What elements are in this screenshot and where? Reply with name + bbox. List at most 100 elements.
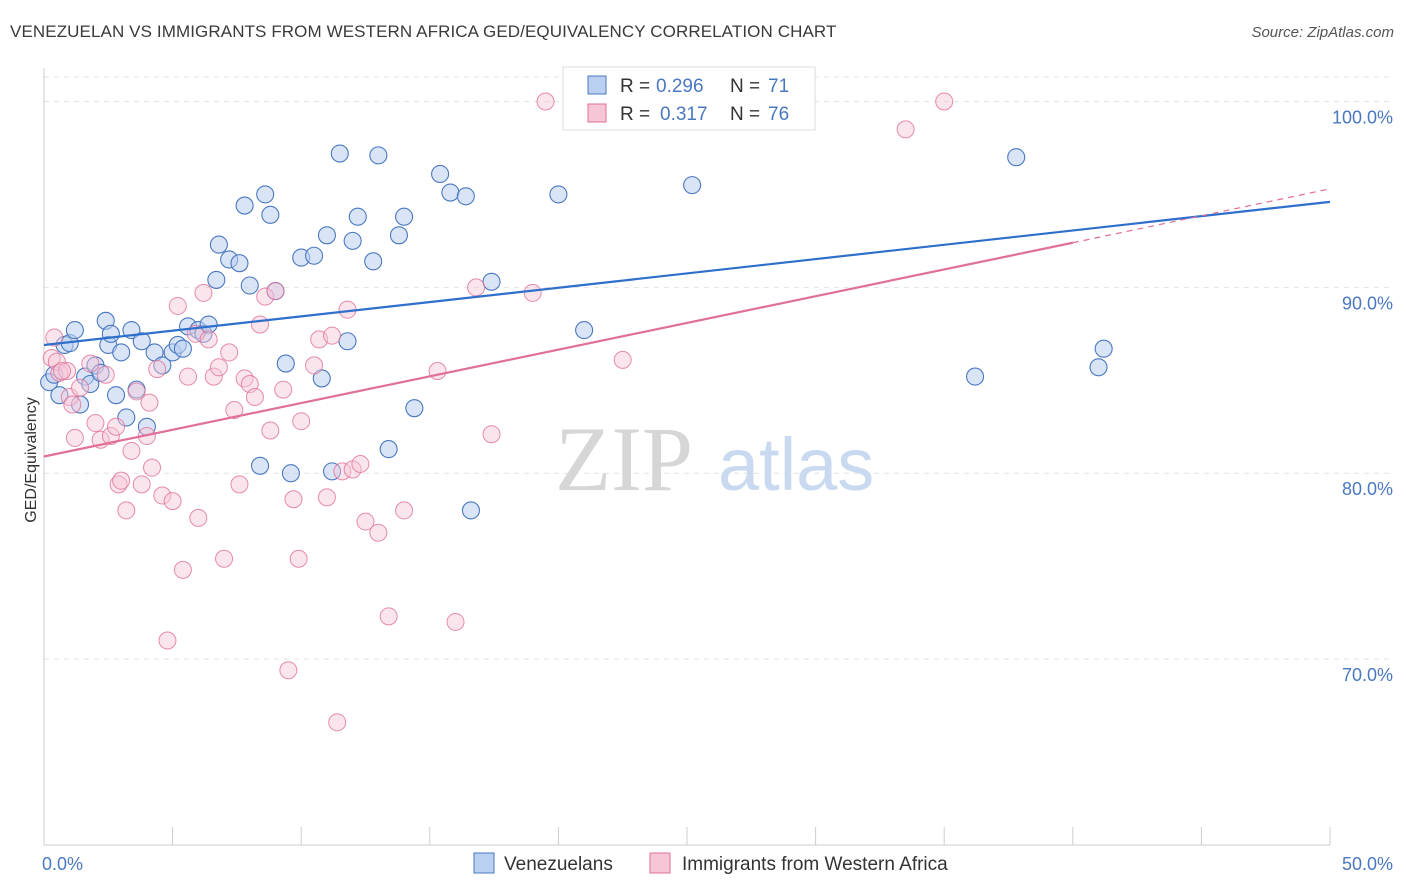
- legend-top-blue-n-label: N =: [730, 76, 760, 97]
- legend-bottom-pink-label: Immigrants from Western Africa: [682, 854, 948, 875]
- point-venezuelans: [405, 399, 424, 418]
- legend-top-pink-swatch: [587, 103, 607, 123]
- point-venezuelans: [395, 207, 414, 226]
- watermark-atlas: atlas: [718, 423, 874, 506]
- point-venezuelans: [81, 374, 100, 394]
- point-western-africa: [292, 412, 311, 431]
- point-western-africa: [158, 631, 177, 650]
- point-western-africa: [86, 414, 105, 433]
- point-western-africa: [122, 441, 141, 460]
- point-venezuelans: [132, 332, 151, 351]
- point-western-africa: [235, 369, 254, 388]
- point-western-africa: [225, 401, 244, 420]
- trend-line-venezuelans: [43, 200, 1331, 347]
- point-western-africa: [199, 330, 218, 349]
- point-western-africa: [45, 328, 64, 347]
- legend-top: R = 0.296 N = 71 R = 0.317 N = 76: [562, 66, 816, 131]
- point-western-africa: [256, 287, 275, 306]
- point-western-africa: [58, 362, 77, 380]
- point-western-africa: [379, 607, 398, 626]
- point-western-africa: [71, 378, 90, 397]
- legend-top-blue-n-value: 71: [768, 76, 789, 97]
- point-western-africa: [266, 282, 285, 301]
- point-western-africa: [53, 362, 72, 380]
- point-venezuelans: [338, 332, 357, 351]
- point-western-africa: [215, 549, 234, 568]
- point-western-africa: [148, 360, 167, 379]
- y-tick-label: 100.0%: [1332, 107, 1393, 127]
- point-venezuelans: [456, 187, 475, 206]
- point-venezuelans: [330, 144, 349, 163]
- point-western-africa: [163, 492, 182, 511]
- legend-top-blue-swatch: [587, 75, 607, 95]
- point-western-africa: [289, 549, 308, 568]
- point-venezuelans: [575, 321, 594, 340]
- y-tick-label: 90.0%: [1342, 293, 1393, 313]
- point-venezuelans: [389, 226, 408, 245]
- point-venezuelans: [65, 321, 84, 340]
- point-western-africa: [467, 278, 486, 297]
- point-western-africa: [194, 283, 213, 302]
- point-venezuelans: [199, 315, 218, 334]
- point-western-africa: [132, 475, 151, 494]
- point-western-africa: [523, 283, 542, 302]
- point-western-africa: [143, 458, 162, 477]
- point-venezuelans: [207, 270, 226, 289]
- point-western-africa: [63, 395, 82, 414]
- point-western-africa: [209, 358, 228, 377]
- point-western-africa: [245, 388, 264, 407]
- point-western-africa: [101, 427, 120, 446]
- trend-line-western-africa: [43, 241, 1074, 458]
- point-western-africa: [446, 612, 465, 631]
- y-tick-label: 80.0%: [1342, 479, 1393, 499]
- point-western-africa: [189, 508, 208, 527]
- point-western-africa: [140, 393, 159, 412]
- legend-top-blue-r-label: R =: [620, 76, 650, 97]
- point-venezuelans: [1094, 339, 1113, 358]
- point-venezuelans: [441, 183, 460, 202]
- point-venezuelans: [281, 464, 300, 483]
- grid-lines: [44, 76, 1390, 660]
- x-tick-labels: 0.0% 50.0%: [42, 854, 1393, 874]
- point-venezuelans: [461, 501, 481, 520]
- point-western-africa: [112, 471, 131, 490]
- point-venezuelans: [1089, 358, 1108, 377]
- point-venezuelans: [348, 207, 367, 226]
- legend-top-pink-r-value: 0.317: [660, 104, 708, 125]
- chart-title: VENEZUELAN VS IMMIGRANTS FROM WESTERN AF…: [10, 22, 837, 41]
- point-venezuelans: [235, 196, 254, 215]
- watermark-zip: ZIP: [555, 408, 693, 510]
- point-venezuelans: [323, 462, 342, 481]
- point-venezuelans: [364, 252, 383, 271]
- point-venezuelans: [261, 205, 280, 224]
- point-venezuelans: [369, 146, 388, 165]
- point-western-africa: [896, 120, 915, 139]
- point-venezuelans: [173, 339, 192, 358]
- y-axis-label: GED/Equivalency: [23, 397, 40, 522]
- watermark: ZIP atlas: [555, 408, 874, 510]
- point-western-africa: [351, 454, 370, 473]
- legend-top-pink-n-value: 76: [768, 104, 789, 125]
- point-western-africa: [305, 356, 324, 375]
- point-venezuelans: [250, 456, 270, 475]
- point-western-africa: [251, 315, 270, 334]
- point-western-africa: [127, 382, 146, 401]
- point-venezuelans: [966, 367, 985, 386]
- point-western-africa: [935, 92, 954, 111]
- point-western-africa: [323, 326, 342, 345]
- point-western-africa: [261, 421, 280, 440]
- legend-bottom-blue-label: Venezuelans: [504, 854, 613, 875]
- point-western-africa: [369, 523, 388, 542]
- point-venezuelans: [305, 246, 324, 265]
- y-tick-label: 70.0%: [1342, 665, 1393, 685]
- chart-source: Source: ZipAtlas.com: [1251, 24, 1394, 41]
- point-western-africa: [317, 488, 336, 507]
- point-western-africa: [47, 352, 66, 371]
- legend-top-pink-r-label: R =: [620, 104, 650, 125]
- point-western-africa: [65, 428, 84, 447]
- trend-lines: [43, 188, 1331, 458]
- point-western-africa: [50, 363, 69, 382]
- point-venezuelans: [209, 235, 228, 254]
- x-tick-label: 0.0%: [42, 854, 83, 874]
